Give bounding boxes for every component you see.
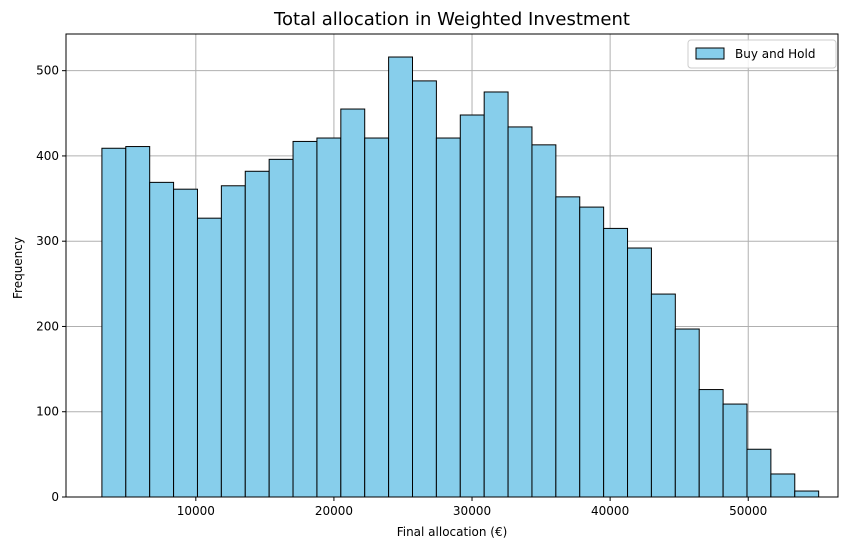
y-tick-label: 0 <box>51 490 59 504</box>
y-tick-label: 100 <box>36 405 59 419</box>
x-axis-ticks: 10000 20000 30000 40000 50000 <box>177 497 767 518</box>
histogram-bar <box>125 146 151 498</box>
histogram-bar <box>220 185 246 498</box>
histogram-bar <box>698 389 724 498</box>
histogram-bar <box>196 217 222 498</box>
histogram-bar <box>531 144 557 498</box>
histogram-bar <box>627 247 652 498</box>
x-tick-label: 30000 <box>453 504 491 518</box>
y-axis-label: Frequency <box>11 237 25 299</box>
x-tick-label: 50000 <box>729 504 767 518</box>
histogram-bar <box>412 80 437 498</box>
histogram-bar <box>770 473 796 498</box>
histogram-bar <box>603 227 629 498</box>
legend-swatch <box>695 47 725 60</box>
histogram-bars <box>101 56 820 498</box>
legend: Buy and Hold <box>687 39 837 69</box>
histogram-bar <box>722 403 748 498</box>
x-axis-label: Final allocation (€) <box>397 525 508 539</box>
histogram-bar <box>459 114 485 498</box>
histogram-bar <box>507 126 533 498</box>
histogram-bar <box>794 490 820 498</box>
histogram-bar <box>674 328 700 498</box>
y-tick-label: 200 <box>36 319 59 333</box>
y-tick-label: 500 <box>36 64 59 78</box>
histogram-bar <box>340 108 366 498</box>
histogram-bar <box>292 140 318 498</box>
histogram-bar <box>173 188 198 498</box>
histogram-bar <box>746 448 772 498</box>
histogram-bar <box>388 56 414 498</box>
x-tick-label: 20000 <box>315 504 353 518</box>
histogram-bar <box>364 137 390 498</box>
histogram-bar <box>650 293 676 498</box>
plot-frame <box>65 33 839 498</box>
y-tick-label: 300 <box>36 234 59 248</box>
y-tick-label: 400 <box>36 149 59 163</box>
histogram-bar <box>149 181 175 498</box>
histogram-bar <box>101 147 127 498</box>
chart-title: Total allocation in Weighted Investment <box>273 9 630 30</box>
histogram-bar <box>316 137 342 498</box>
legend-frame <box>687 39 837 69</box>
legend-label: Buy and Hold <box>735 47 815 61</box>
y-axis-ticks: 0 100 200 300 400 500 <box>36 64 66 504</box>
histogram-bar <box>483 91 509 498</box>
x-tick-label: 40000 <box>591 504 629 518</box>
histogram-bar <box>244 170 270 498</box>
x-tick-label: 10000 <box>177 504 215 518</box>
histogram-bar <box>435 137 461 498</box>
histogram-bar <box>555 196 581 498</box>
histogram-bar <box>579 206 605 498</box>
histogram-bar <box>268 158 294 498</box>
